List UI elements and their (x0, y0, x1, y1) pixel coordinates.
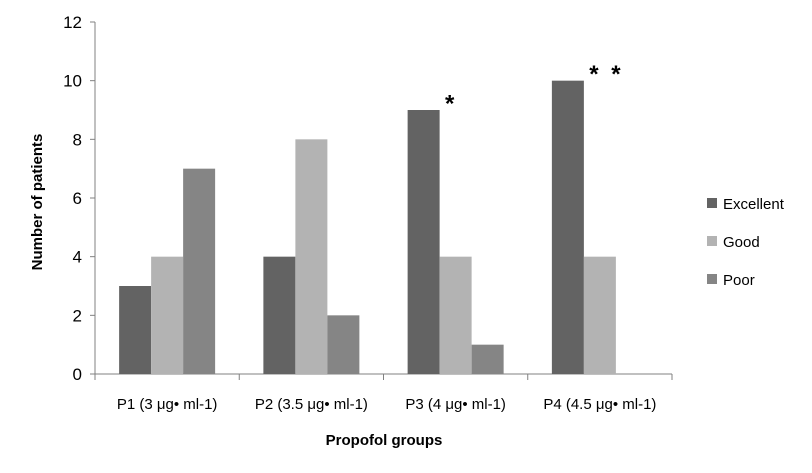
y-tick-label: 8 (73, 130, 82, 149)
bar-excellent-3 (407, 110, 440, 374)
bars (119, 80, 616, 375)
bar-good-3 (439, 256, 472, 374)
bar-excellent-2 (263, 256, 296, 374)
x-axis-title: Propofol groups (326, 432, 443, 449)
y-tick-label: 12 (63, 13, 82, 32)
y-axis-title: Number of patients (29, 134, 46, 271)
x-tick-label: P2 (3.5 μg• ml-1) (255, 396, 368, 413)
bar-poor-1 (183, 168, 216, 374)
x-tick-label: P1 (3 μg• ml-1) (117, 396, 218, 413)
bar-excellent-1 (119, 286, 152, 374)
bar-good-4 (583, 256, 616, 374)
legend-swatch-good (707, 236, 717, 246)
legend-swatch-poor (707, 274, 717, 284)
x-ticks: P1 (3 μg• ml-1) P2 (3.5 μg• ml-1) P3 (4 μg… (94, 374, 673, 413)
bar-poor-3 (471, 344, 504, 374)
y-tick-label: 6 (73, 189, 82, 208)
y-tick-label: 2 (73, 306, 82, 325)
y-tick-label: 10 (63, 72, 82, 91)
significance-asterisk: * (589, 61, 599, 88)
x-tick-label: P4 (4.5 μg• ml-1) (543, 396, 656, 413)
annotations: * * * (445, 61, 621, 117)
y-ticks: 0 2 4 6 8 10 12 (63, 13, 95, 384)
significance-asterisk: * (611, 61, 621, 88)
bar-excellent-4 (551, 80, 584, 375)
legend-swatch-excellent (707, 198, 717, 208)
x-tick-label: P3 (4 μg• ml-1) (405, 396, 506, 413)
legend-label-excellent: Excellent (723, 196, 785, 213)
significance-asterisk: * (445, 90, 455, 117)
bar-good-2 (295, 139, 328, 374)
y-tick-label: 0 (73, 365, 82, 384)
y-tick-label: 4 (73, 248, 82, 267)
legend-label-poor: Poor (723, 272, 755, 289)
legend-label-good: Good (723, 234, 760, 251)
legend: Excellent Good Poor (707, 196, 785, 289)
bar-poor-2 (327, 315, 360, 374)
bar-good-1 (151, 256, 184, 374)
